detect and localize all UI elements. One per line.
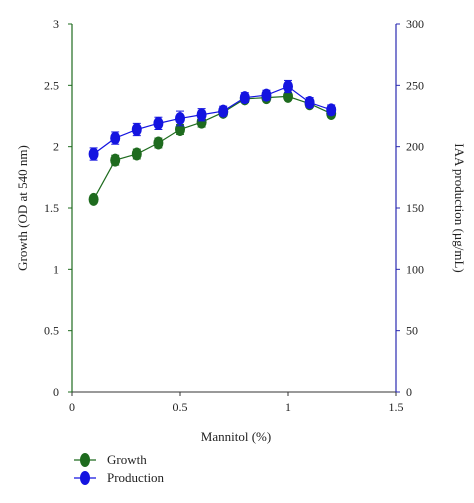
data-point-production bbox=[153, 116, 164, 130]
data-point-production bbox=[88, 147, 99, 161]
legend-label-production: Production bbox=[107, 470, 165, 485]
y-left-tick-label: 2 bbox=[53, 140, 59, 154]
series-production bbox=[88, 79, 337, 161]
y-left-tick-label: 0 bbox=[53, 385, 59, 399]
legend-label-growth: Growth bbox=[107, 452, 147, 467]
x-tick-label: 0 bbox=[69, 400, 75, 414]
data-point-production bbox=[304, 96, 315, 110]
data-point-production bbox=[110, 131, 121, 145]
y-right-tick-label: 50 bbox=[406, 324, 418, 338]
y-left-tick-label: 1 bbox=[53, 262, 59, 276]
data-point-growth bbox=[110, 153, 121, 167]
y-axis-right-label: IAA production (µg/mL) bbox=[452, 143, 467, 273]
axes bbox=[71, 24, 397, 393]
data-point-growth bbox=[153, 136, 164, 150]
series-line-growth bbox=[93, 95, 332, 200]
legend-item-production: Production bbox=[74, 470, 165, 485]
x-axis-label: Mannitol (%) bbox=[201, 429, 271, 444]
x-tick-label: 1 bbox=[285, 400, 291, 414]
y-right-tick-label: 100 bbox=[406, 262, 424, 276]
y-left-tick-label: 3 bbox=[53, 17, 59, 31]
y-right-tick-label: 200 bbox=[406, 140, 424, 154]
legend-marker-production bbox=[80, 471, 90, 485]
y-right-tick-label: 150 bbox=[406, 201, 424, 215]
y-right-tick-label: 0 bbox=[406, 385, 412, 399]
data-point-production bbox=[283, 80, 293, 94]
y-left-tick-label: 0.5 bbox=[44, 324, 59, 338]
data-point-production bbox=[326, 103, 337, 117]
series-growth bbox=[88, 89, 337, 206]
legend-marker-growth bbox=[80, 453, 90, 467]
series-line-production bbox=[93, 85, 332, 155]
y-left-tick-label: 1.5 bbox=[44, 201, 59, 215]
legend: Growth Production bbox=[74, 452, 165, 485]
data-point-production bbox=[218, 104, 229, 118]
data-point-production bbox=[196, 108, 207, 122]
x-tick-label: 0.5 bbox=[173, 400, 188, 414]
series-layer bbox=[88, 79, 337, 206]
x-tick-label: 1.5 bbox=[389, 400, 404, 414]
y-right-tick-label: 250 bbox=[406, 78, 424, 92]
y-right-tick-label: 300 bbox=[406, 17, 424, 31]
data-point-growth bbox=[131, 147, 142, 161]
data-point-production bbox=[175, 111, 185, 125]
data-point-production bbox=[261, 88, 272, 102]
legend-item-growth: Growth bbox=[74, 452, 147, 467]
data-point-growth bbox=[88, 192, 99, 206]
data-point-production bbox=[131, 122, 142, 136]
y-left-tick-label: 2.5 bbox=[44, 78, 59, 92]
data-point-production bbox=[239, 91, 250, 105]
y-axis-left-label: Growth (OD at 540 nm) bbox=[15, 145, 30, 271]
